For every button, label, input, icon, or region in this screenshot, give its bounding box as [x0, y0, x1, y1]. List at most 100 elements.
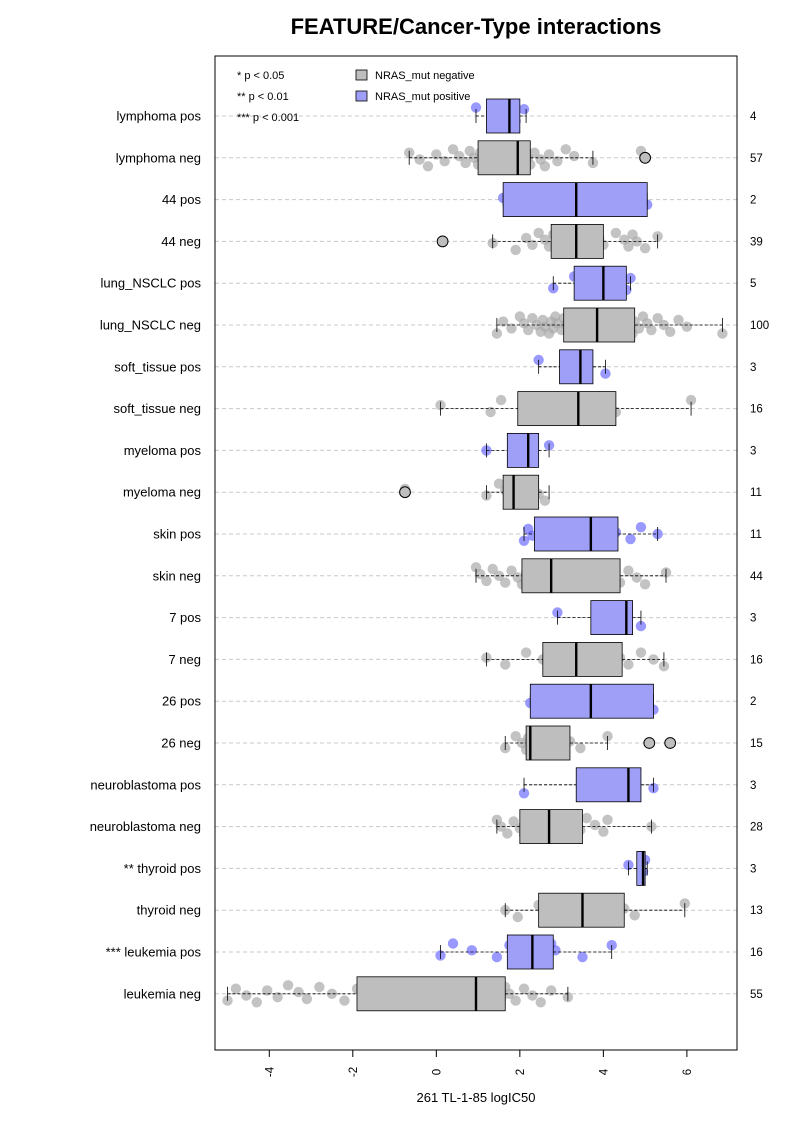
group-label: 7 neg	[168, 652, 201, 667]
data-point	[581, 812, 592, 824]
box-negative	[542, 642, 623, 677]
group-labels: lymphoma pos lymphoma neg 44 pos 44 neg lung…	[90, 109, 202, 1002]
data-point	[491, 328, 503, 339]
data-point	[602, 814, 613, 825]
data-point	[633, 323, 645, 334]
group-label: 26 neg	[161, 736, 201, 751]
data-point	[512, 911, 523, 923]
data-point	[282, 980, 294, 991]
group-label: soft_tissue neg	[114, 401, 201, 416]
group-label: leukemia neg	[124, 986, 201, 1001]
group-label: thyroid neg	[137, 903, 201, 918]
data-point	[635, 647, 647, 658]
group-count: 5	[750, 278, 756, 290]
group-count: 100	[750, 320, 769, 332]
data-point	[447, 938, 459, 949]
box-negative	[517, 391, 617, 427]
group-count: 3	[750, 780, 756, 792]
chart-title: FEATURE/Cancer-Type interactions	[290, 14, 662, 39]
significance-legend-entry: ** p < 0.01	[237, 91, 289, 103]
data-point	[460, 157, 471, 169]
data-point	[293, 986, 304, 998]
data-point	[447, 144, 459, 155]
group-count: 4	[750, 111, 757, 123]
data-point	[502, 828, 513, 839]
box-positive	[573, 265, 627, 301]
data-point	[589, 819, 601, 831]
data-point	[491, 951, 503, 963]
data-point	[568, 150, 580, 162]
legend-entry-label: NRAS_mut negative	[375, 70, 475, 82]
box-positive	[575, 767, 642, 803]
group-count: 57	[750, 153, 763, 165]
box-positive	[636, 851, 646, 886]
group-label: myeloma neg	[123, 485, 201, 500]
group-count: 16	[750, 654, 763, 666]
group-label: skin neg	[153, 568, 201, 583]
group-count: 13	[750, 905, 763, 917]
data-point	[251, 997, 262, 1008]
group-count: 11	[750, 529, 762, 541]
significance-legend-entry: * p < 0.05	[237, 70, 284, 82]
box-negative	[563, 307, 636, 343]
data-point	[326, 988, 338, 999]
outlier-point	[643, 737, 656, 749]
data-point	[623, 565, 634, 576]
data-point	[518, 788, 530, 799]
x-axis: -4 -2 0 2 4 6	[264, 1050, 694, 1077]
data-point	[685, 394, 697, 406]
data-point	[681, 321, 693, 332]
outlier-point	[664, 737, 677, 749]
box-negative	[525, 725, 571, 761]
x-tick-label: 2	[515, 1069, 527, 1075]
data-point	[598, 826, 609, 837]
group-counts: 4 57 2 39 5 100 3 16 3 11 11 44 3 16 2 15 3 28 3 13 16 55	[750, 111, 769, 1001]
data-point	[717, 328, 728, 339]
box-negative	[521, 558, 621, 594]
group-count: 44	[750, 571, 763, 583]
data-point	[639, 243, 651, 254]
group-label: skin pos	[153, 527, 201, 542]
data-point	[652, 313, 663, 324]
data-point	[272, 992, 283, 1003]
group-count: 39	[750, 236, 763, 248]
data-point	[262, 985, 273, 996]
data-point	[510, 731, 521, 742]
grid-lines	[215, 115, 737, 995]
legend: * p < 0.05 ** p < 0.01 *** p < 0.001 NRAS_m…	[237, 69, 475, 124]
group-count: 2	[750, 195, 756, 207]
box-positive	[506, 432, 540, 468]
data-point	[658, 319, 670, 331]
group-count: 2	[750, 696, 756, 708]
group-label: lymphoma pos	[116, 109, 201, 124]
data-point	[504, 988, 515, 999]
group-label: 44 pos	[162, 192, 202, 207]
legend-swatch	[355, 69, 368, 81]
data-point	[646, 324, 657, 336]
data-point	[500, 659, 511, 670]
group-label: 44 neg	[161, 234, 201, 249]
box-negative	[502, 474, 540, 510]
data-point	[552, 156, 563, 167]
data-point	[485, 406, 496, 418]
data-points	[222, 102, 728, 1008]
outlier-point	[639, 151, 652, 164]
data-point	[625, 533, 636, 545]
data-point	[539, 161, 551, 172]
data-point	[664, 326, 676, 337]
data-point	[527, 239, 538, 250]
x-tick-label: -4	[264, 1066, 276, 1077]
data-point	[241, 990, 252, 1001]
box-positive	[486, 98, 521, 134]
boxes	[227, 98, 723, 1012]
data-point	[506, 565, 517, 576]
data-point	[629, 910, 640, 921]
x-tick-label: 4	[598, 1068, 610, 1075]
data-point	[623, 659, 634, 670]
group-count: 55	[750, 989, 763, 1001]
data-point	[673, 314, 684, 326]
group-label: soft_tissue pos	[114, 359, 201, 374]
data-point	[523, 324, 534, 336]
data-point	[506, 323, 517, 334]
